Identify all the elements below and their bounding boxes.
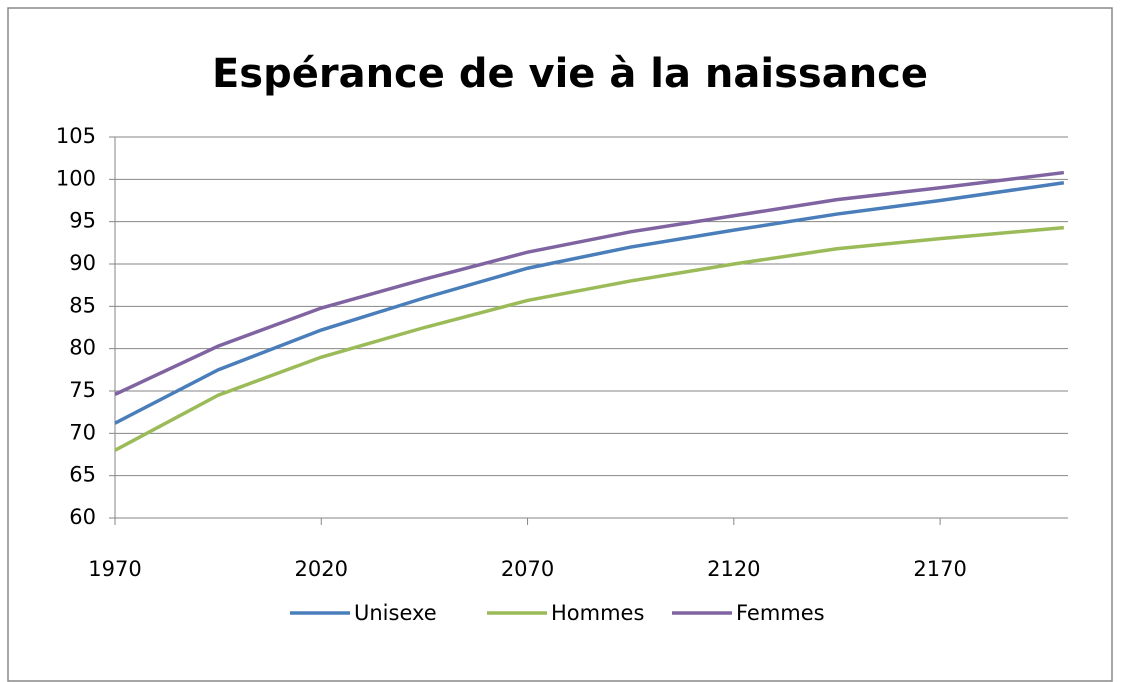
y-tick-label: 85	[69, 293, 96, 317]
y-tick-label: 75	[69, 378, 96, 402]
y-tick-label: 60	[69, 505, 96, 529]
series-line	[114, 170, 1065, 396]
y-tick-label: 90	[69, 251, 96, 275]
y-tick-label: 105	[56, 124, 96, 148]
legend-label: Unisexe	[354, 601, 437, 625]
series-line	[114, 180, 1065, 425]
chart-title: Espérance de vie à la naissance	[212, 51, 928, 97]
x-tick-label: 2020	[295, 557, 348, 581]
x-tick-label: 2170	[913, 557, 966, 581]
y-tick-label: 95	[69, 209, 96, 233]
legend-label: Femmes	[736, 601, 825, 625]
y-tick-label: 100	[56, 166, 96, 190]
series-line	[114, 225, 1065, 452]
legend-label: Hommes	[551, 601, 644, 625]
y-tick-label: 80	[69, 336, 96, 360]
y-tick-label: 70	[69, 420, 96, 444]
chart-border	[7, 7, 1113, 682]
x-tick-label: 1970	[88, 557, 141, 581]
x-tick-label: 2070	[501, 557, 554, 581]
y-tick-label: 65	[69, 463, 96, 487]
x-tick-label: 2120	[707, 557, 760, 581]
